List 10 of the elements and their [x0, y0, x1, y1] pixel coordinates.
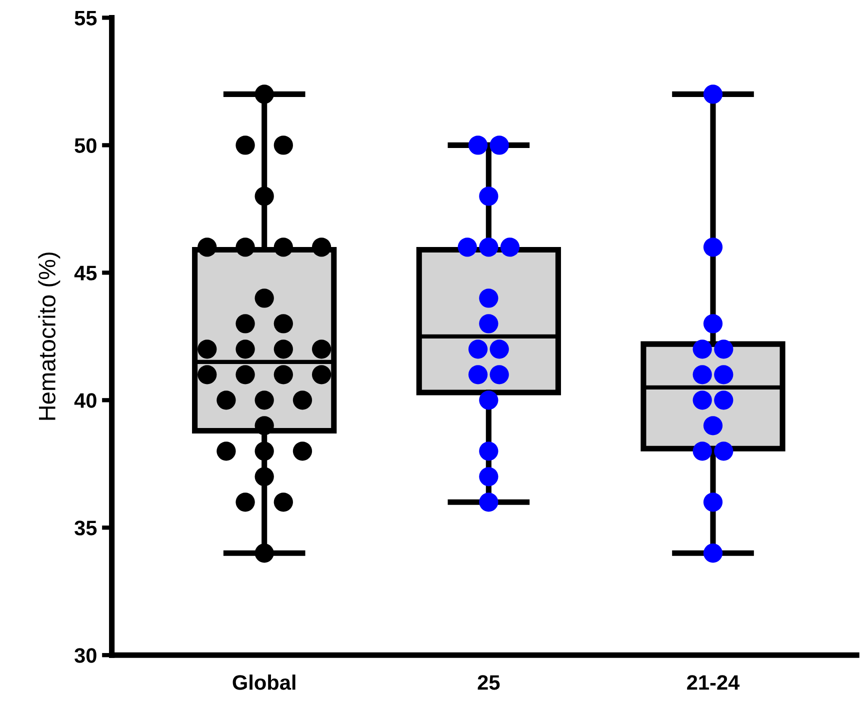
y-tick-label: 40	[74, 393, 96, 408]
x-tick-label: Global	[232, 674, 296, 690]
y-axis-title: Hematocrito (%)	[38, 252, 60, 420]
y-tick-label: 30	[74, 648, 96, 663]
x-tick-label: 21-24	[687, 675, 740, 690]
y-tick-label: 35	[74, 520, 97, 536]
x-tick-label: 25	[478, 675, 500, 690]
y-tick-label: 45	[74, 266, 97, 280]
y-tick-label: 55	[74, 10, 97, 26]
y-tick-label: 50	[74, 138, 96, 153]
